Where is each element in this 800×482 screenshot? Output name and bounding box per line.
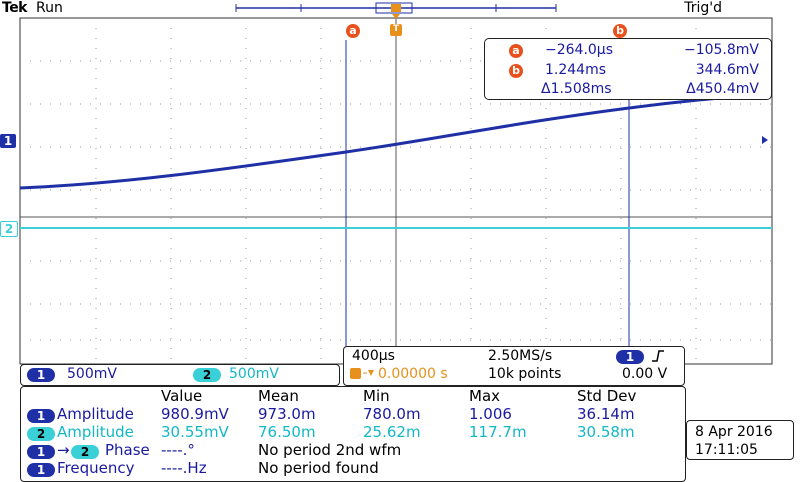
cursor-b-volt: 344.6mV — [695, 62, 759, 78]
col-header-mean: Mean — [258, 387, 299, 405]
table-cell-max: 1.006 — [469, 405, 512, 423]
cursor-a-time: −264.0µs — [545, 42, 614, 58]
table-cell-value: ----.° — [161, 441, 195, 459]
table-row-ch2-badge: 2 — [71, 445, 99, 459]
table-row-ch-badge: 1 — [27, 463, 55, 477]
table-cell-value: 980.9mV — [161, 405, 229, 423]
col-header-value: Value — [161, 387, 203, 405]
table-cell-value: ----.Hz — [161, 459, 207, 477]
channel-scale-bar[interactable]: 1 500mV 2 500mV — [20, 364, 340, 386]
cursor-b-time: 1.244ms — [545, 62, 607, 78]
table-cell-min: 25.62m — [363, 423, 421, 441]
cursor-b-marker[interactable]: b — [613, 24, 627, 38]
ch1-scale[interactable]: 500mV — [67, 366, 117, 382]
trigger-source-badge[interactable]: 1 — [616, 350, 644, 364]
table-cell-std: 30.58m — [577, 423, 635, 441]
trigger-level[interactable]: 0.00 V — [622, 366, 668, 382]
table-cell-mean: 76.50m — [258, 423, 316, 441]
cursor-a-readout-marker: a — [509, 44, 523, 58]
ch1-offset-marker[interactable]: 1 — [0, 134, 16, 148]
time-per-div[interactable]: 400µs — [352, 348, 395, 364]
ch2-offset-marker[interactable]: 2 — [0, 221, 18, 237]
delta-volt: Δ450.4mV — [686, 81, 759, 97]
record-length[interactable]: 10k points — [488, 366, 562, 382]
time-label: 17:11:05 — [695, 442, 758, 458]
ch1-badge[interactable]: 1 — [27, 368, 55, 382]
cursor-b-readout-marker: b — [509, 64, 523, 78]
arrow-right-icon: → — [57, 441, 70, 459]
rising-edge-icon[interactable] — [650, 348, 666, 368]
ch1-right-offset-icon — [762, 136, 768, 144]
table-cell-std: 36.14m — [577, 405, 635, 423]
table-row-label[interactable]: Amplitude — [57, 405, 134, 423]
cursor-a-volt: −105.8mV — [683, 42, 759, 58]
table-cell-max: 117.7m — [469, 423, 527, 441]
table-cell-note: No period 2nd wfm — [258, 441, 402, 459]
col-header-min: Min — [363, 387, 390, 405]
table-row-ch-badge: 1 — [27, 445, 55, 459]
trigger-position-icon[interactable] — [390, 2, 402, 38]
trigger-status: Trig'd — [684, 0, 722, 16]
table-row-label[interactable]: Phase — [105, 441, 150, 459]
table-row-label[interactable]: Frequency — [57, 459, 135, 477]
delta-time: Δ1.508ms — [541, 81, 612, 97]
brand-logo: Tek — [2, 0, 28, 16]
trigger-delay[interactable]: 0.00000 s — [378, 366, 448, 382]
trigger-delay-icon — [350, 367, 374, 385]
sample-rate: 2.50MS/s — [488, 348, 553, 364]
measurements-table: Value Mean Min Max Std Dev 1 Amplitude 9… — [20, 386, 686, 482]
acquisition-state[interactable]: Run — [36, 0, 63, 16]
table-cell-note: No period found — [258, 459, 379, 477]
date-time-box[interactable]: 8 Apr 2016 17:11:05 — [686, 420, 794, 460]
table-row-ch-badge: 2 — [27, 427, 55, 441]
cursor-a-marker[interactable]: a — [346, 24, 360, 38]
col-header-max: Max — [469, 387, 501, 405]
date-label: 8 Apr 2016 — [695, 424, 773, 440]
ch1-waveform — [19, 92, 773, 190]
col-header-std-dev: Std Dev — [577, 387, 637, 405]
table-row-label[interactable]: Amplitude — [57, 423, 134, 441]
table-cell-value: 30.55mV — [161, 423, 229, 441]
ch2-scale[interactable]: 500mV — [229, 366, 279, 382]
cursor-readout: a −264.0µs −105.8mV b 1.244ms 344.6mV Δ1… — [484, 38, 772, 100]
ch2-badge[interactable]: 2 — [193, 368, 221, 382]
table-cell-min: 780.0m — [363, 405, 421, 423]
trigger-marker-label: T — [393, 24, 400, 34]
table-row-ch-badge: 1 — [27, 409, 55, 423]
table-cell-mean: 973.0m — [258, 405, 316, 423]
timebase-trigger-box[interactable]: 400µs 2.50MS/s 1 0.00000 s 10k points 0.… — [343, 346, 685, 386]
